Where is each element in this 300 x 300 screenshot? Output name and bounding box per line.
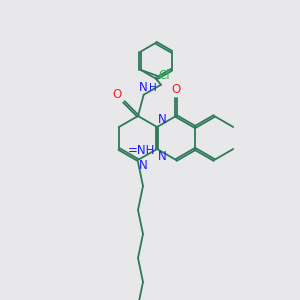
Text: O: O (112, 88, 122, 101)
Text: Cl: Cl (158, 69, 170, 82)
Text: N: N (139, 81, 148, 94)
Text: H: H (149, 83, 156, 93)
Text: O: O (172, 83, 181, 96)
Text: N: N (139, 159, 148, 172)
Text: N: N (158, 113, 167, 126)
Text: =NH: =NH (128, 143, 155, 157)
Text: N: N (158, 150, 167, 163)
